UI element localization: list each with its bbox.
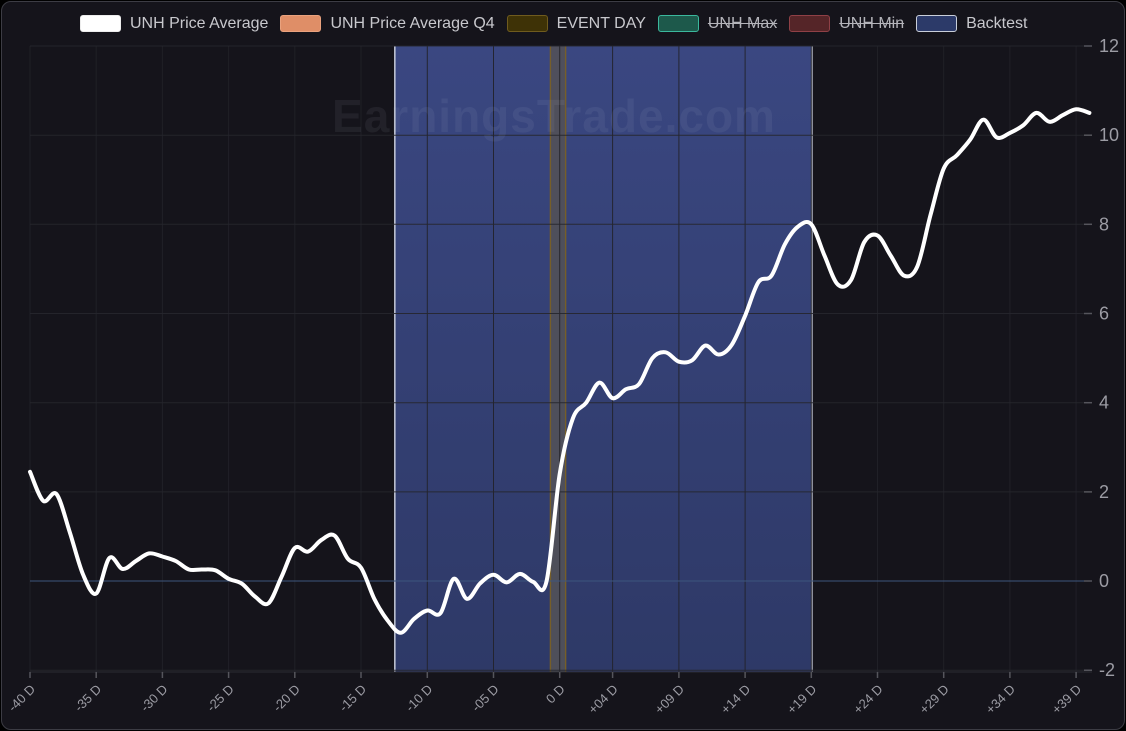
x-axis-label: +39 D xyxy=(1049,682,1084,717)
legend-label: Backtest xyxy=(966,14,1028,32)
y-axis-label: 6 xyxy=(1099,304,1109,324)
x-axis-label: +24 D xyxy=(850,682,885,717)
legend-item-backtest[interactable]: Backtest xyxy=(916,15,1027,32)
x-axis-label: -30 D xyxy=(137,682,170,715)
y-axis-label: 2 xyxy=(1099,482,1109,502)
x-axis-label: -35 D xyxy=(71,682,104,715)
y-axis-label: 8 xyxy=(1099,214,1109,234)
legend-item-unh-price-average-q4[interactable]: UNH Price Average Q4 xyxy=(280,14,495,32)
legend-label: UNH Min xyxy=(839,14,905,32)
legend-label: EVENT DAY xyxy=(556,14,646,32)
x-axis-label: +09 D xyxy=(652,682,687,717)
watermark-text: EarningsTrade.com xyxy=(332,90,776,142)
y-axis-label: 4 xyxy=(1099,393,1109,413)
legend-swatch xyxy=(657,15,699,32)
x-axis-label: +04 D xyxy=(585,682,620,717)
y-axis-label: 10 xyxy=(1099,125,1119,145)
backtest-region xyxy=(394,46,812,672)
x-axis-label: -15 D xyxy=(336,682,369,715)
x-axis-label: -25 D xyxy=(204,682,237,715)
x-axis-label: -40 D xyxy=(5,682,38,715)
y-axis-label: -2 xyxy=(1099,660,1115,680)
legend-label: UNH Price Average Q4 xyxy=(330,14,495,32)
y-axis-label: 12 xyxy=(1099,36,1119,56)
x-axis-label: -10 D xyxy=(402,682,435,715)
x-axis-label: +29 D xyxy=(916,682,951,717)
x-axis-label: -20 D xyxy=(270,682,303,715)
legend-swatch xyxy=(916,15,958,32)
x-axis-label: -05 D xyxy=(469,682,502,715)
legend-swatch xyxy=(789,15,831,32)
legend-item-unh-price-average[interactable]: UNH Price Average xyxy=(80,15,268,32)
y-axis-label: 0 xyxy=(1099,571,1109,591)
price-line[interactable] xyxy=(28,107,1092,635)
x-axis-label: +14 D xyxy=(718,682,753,717)
legend-item-event-day[interactable]: EVENT DAY xyxy=(506,14,646,32)
legend-swatch xyxy=(80,15,121,32)
x-axis-label: +34 D xyxy=(983,682,1018,717)
legend-label: UNH Max xyxy=(707,14,778,32)
legend-swatch xyxy=(506,15,548,32)
x-axis-label: 0 D xyxy=(543,682,568,707)
x-axis-label: +19 D xyxy=(784,682,819,717)
legend-item-unh-max[interactable]: UNH Max xyxy=(657,14,778,32)
legend-swatch xyxy=(280,15,322,32)
legend-label: UNH Price Average xyxy=(130,14,269,32)
legend-item-unh-min[interactable]: UNH Min xyxy=(789,15,904,32)
legend: UNH Price Average UNH Price Average Q4 E… xyxy=(80,15,1027,32)
